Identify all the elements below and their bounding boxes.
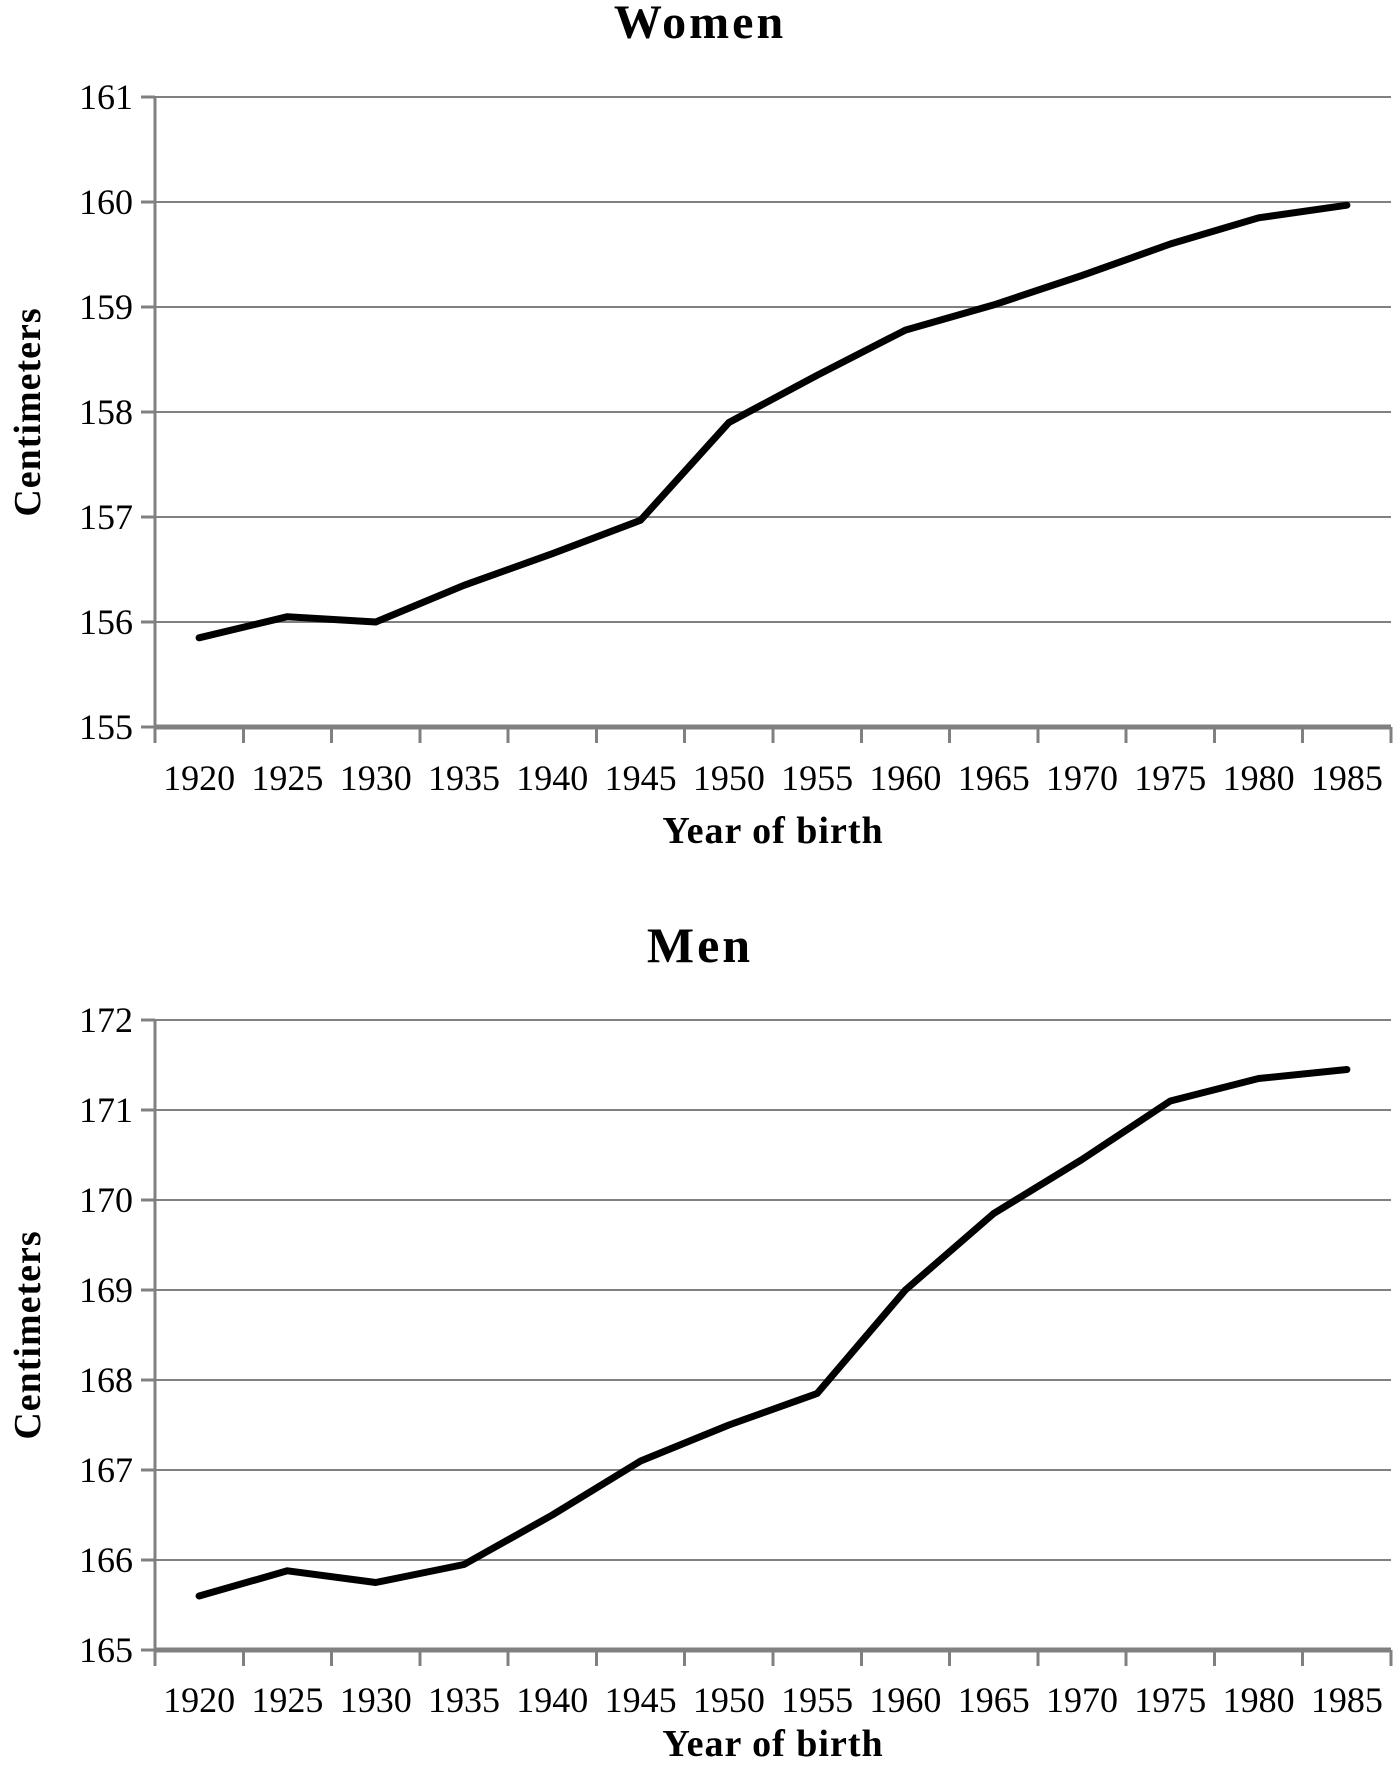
women-x-tick-label: 1935: [428, 758, 500, 798]
women-y-tick-label: 157: [79, 497, 133, 537]
women-y-tick-label: 156: [79, 602, 133, 642]
men-x-tick-label: 1925: [251, 1680, 323, 1720]
men-chart: 165 166 167 168 169 170 171 172 1920 1925 1930 1935…: [79, 1000, 1393, 1720]
men-x-tick-label: 1950: [693, 1680, 765, 1720]
men-x-tick-label: 1955: [781, 1680, 853, 1720]
women-chart: 155 156 157 158 159 160 161 1920 1925 1930 1935 194…: [79, 77, 1393, 798]
men-x-tick-label: 1935: [428, 1680, 500, 1720]
men-y-tick-label: 165: [79, 1630, 133, 1670]
women-y-tick-label: 161: [79, 77, 133, 117]
women-x-tick-label: 1955: [781, 758, 853, 798]
men-y-axis-title: Centimeters: [7, 1230, 49, 1439]
men-x-axis-title: Year of birth: [662, 1723, 883, 1765]
women-x-tick-label: 1940: [516, 758, 588, 798]
men-y-tick-label: 172: [79, 1000, 133, 1040]
women-x-tick-label: 1985: [1311, 758, 1383, 798]
men-x-tick-label: 1930: [340, 1680, 412, 1720]
men-chart-title: Men: [647, 917, 753, 973]
men-x-tick-label: 1920: [163, 1680, 235, 1720]
women-x-axis-title: Year of birth: [662, 810, 883, 852]
women-x-tick-label: 1950: [693, 758, 765, 798]
men-x-tick-label: 1985: [1311, 1680, 1383, 1720]
men-y-tick-label: 169: [79, 1270, 133, 1310]
women-x-tick-label: 1945: [605, 758, 677, 798]
women-x-tick-label: 1975: [1134, 758, 1206, 798]
men-x-tick-label: 1940: [516, 1680, 588, 1720]
women-x-tick-label: 1920: [163, 758, 235, 798]
women-x-tick-label: 1970: [1046, 758, 1118, 798]
men-x-tick-label: 1970: [1046, 1680, 1118, 1720]
women-chart-title: Women: [614, 0, 786, 49]
men-x-tick-label: 1980: [1223, 1680, 1295, 1720]
women-x-tick-label: 1965: [958, 758, 1030, 798]
women-y-tick-label: 160: [79, 182, 133, 222]
women-y-axis-title: Centimeters: [7, 307, 49, 516]
women-y-tick-label: 155: [79, 707, 133, 747]
men-series-line: [195, 1066, 1351, 1600]
women-x-tick-label: 1930: [340, 758, 412, 798]
men-y-tick-label: 167: [79, 1450, 133, 1490]
men-x-tick-label: 1965: [958, 1680, 1030, 1720]
men-y-tick-label: 166: [79, 1540, 133, 1580]
men-y-tick-label: 170: [79, 1180, 133, 1220]
men-x-tick-label: 1945: [605, 1680, 677, 1720]
women-y-tick-label: 159: [79, 287, 133, 327]
women-x-tick-label: 1925: [251, 758, 323, 798]
men-y-tick-label: 168: [79, 1360, 133, 1400]
women-x-tick-label: 1960: [869, 758, 941, 798]
men-x-tick-label: 1960: [869, 1680, 941, 1720]
women-x-tick-label: 1980: [1223, 758, 1295, 798]
men-x-tick-label: 1975: [1134, 1680, 1206, 1720]
women-series-line: [195, 201, 1351, 642]
women-y-tick-label: 158: [79, 392, 133, 432]
men-y-tick-label: 171: [79, 1090, 133, 1130]
